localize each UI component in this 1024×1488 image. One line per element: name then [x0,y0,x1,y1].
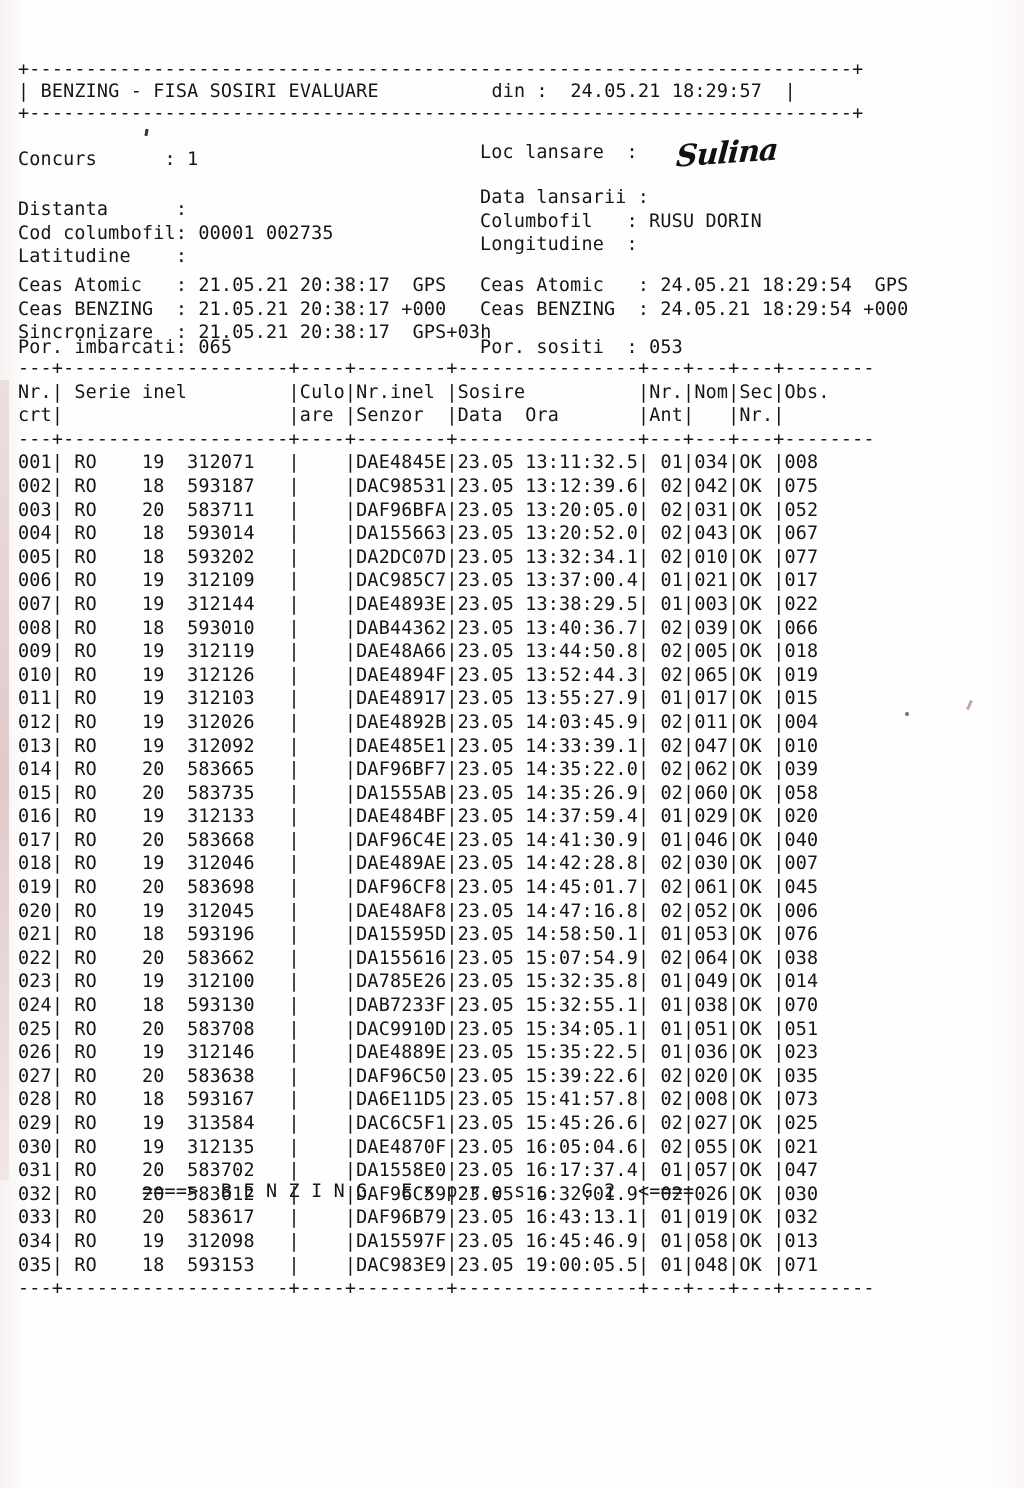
table-header-line-2: crt| |are |Senzor |Data Ora |Ant| |Nr.| [18,405,785,427]
clock-left-0-suffix: GPS [412,275,447,296]
columbofil-label: Columbofil [480,210,593,232]
por-sositi-label: Por. sositi [480,337,604,358]
footer-branding: ====> B E N Z I N G E x p r e s s G 2 <=… [18,1180,694,1204]
concurs-label: Concurs [18,149,97,170]
clocks-right-column: Ceas Atomic : 24.05.21 18:29:54 GPS Ceas… [480,274,908,321]
columbofil-value: RUSU DORIN [649,210,762,232]
clock-left-2-value: 21.05.21 20:38:17 [198,322,391,344]
scan-edge-smudge [0,380,9,1180]
clock-left-0-separator: : [175,275,188,296]
distanta-label: Distanta [18,199,109,220]
concurs-value: 1 [187,149,199,170]
por-sositi-value: 053 [649,337,683,358]
concurs-row: Concurs : 1 [18,148,198,172]
footer-text: ====> B E N Z I N G E x p r e s s G 2 <=… [142,1181,695,1202]
header-frame-top-border: +---------------------------------------… [18,59,864,80]
clock-right-0-value: 24.05.21 18:29:54 [660,275,853,296]
table-header-line-1: Nr.| Serie inel |Culo|Nr.inel |Sosire |N… [18,381,830,403]
header-title-line: | BENZING - FISA SOSIRI EVALUARE din : 2… [18,80,796,104]
table-rule-top: ---+--------------------+----+--------+-… [18,358,875,379]
clock-left-1-value: 21.05.21 20:38:17 [198,298,391,320]
clock-left-1-separator: : [175,298,188,320]
clock-right-1-suffix: +000 [863,298,909,320]
scan-artifact-mark [144,128,149,137]
loc-lansare-separator: : [626,142,638,163]
identification-right-column: Data lansarii : Columbofil : RUSU DORIN … [480,186,762,257]
clock-right-0-label: Ceas Atomic [480,275,604,296]
clock-left-1-label: Ceas BENZING [18,298,154,320]
clock-left-0-value: 21.05.21 20:38:17 [198,275,391,296]
concurs-separator: : [164,149,176,170]
identification-left-column: Distanta : Cod columbofil: 00001 002735 … [18,198,334,269]
por-imbarcati-label: Por. imbarcati: [18,337,188,358]
longitudine-label: Longitudine [480,234,604,256]
counts-right: Por. sositi : 053 [480,336,683,360]
page-title: BENZING - FISA SOSIRI EVALUARE [40,81,379,102]
distanta-separator: : [175,199,188,220]
longitudine-separator: : [626,234,638,256]
loc-lansare-handwritten-value: Sulina [674,132,779,175]
arrivals-table: ---+--------------------+----+--------+-… [18,357,875,1301]
cod-columbofil-label: Cod columbofil: [18,222,188,244]
clock-right-1-value: 24.05.21 18:29:54 [660,298,853,320]
table-rule-header: ---+--------------------+----+--------+-… [18,428,875,450]
data-lansarii-label: Data lansarii : [480,187,650,208]
latitudine-label: Latitudine [18,246,131,268]
clock-left-0-label: Ceas Atomic [18,275,142,296]
header-frame-bottom-border: +---------------------------------------… [18,103,864,124]
por-sositi-separator: : [626,337,638,358]
por-imbarcati-value: 065 [198,337,233,358]
table-body: 001| RO 19 312071 | |DAE4845E|23.05 13:1… [18,452,819,1276]
counts-left: Por. imbarcati: 065 [18,336,232,360]
clock-left-1-suffix: +000 [401,298,447,320]
clocks-left-column: Ceas Atomic : 21.05.21 20:38:17 GPS Ceas… [18,274,491,345]
loc-lansare-row: Loc lansare : [480,141,638,165]
clock-right-0-separator: : [637,275,650,296]
clock-right-1-separator: : [637,298,650,320]
header-right-border: | [784,81,796,102]
clock-left-2-label: Sincronizare [18,322,154,344]
clock-right-0-suffix: GPS [874,275,909,296]
clock-right-1-label: Ceas BENZING [480,298,616,320]
scan-artifact-streak [966,699,973,711]
printed-on-label: din : [491,81,548,102]
loc-lansare-label: Loc lansare [480,142,604,163]
cod-columbofil-value: 00001 002735 [198,222,334,244]
columbofil-separator: : [626,210,638,232]
scan-artifact-dot [905,712,909,716]
header-left-border: | [18,81,30,102]
table-rule-bottom: ---+--------------------+----+--------+-… [18,1278,875,1300]
latitudine-separator: : [175,246,188,268]
clock-left-2-suffix: GPS+03h [412,322,492,344]
clock-left-2-separator: : [175,322,188,344]
printed-timestamp: 24.05.21 18:29:57 [570,81,763,102]
